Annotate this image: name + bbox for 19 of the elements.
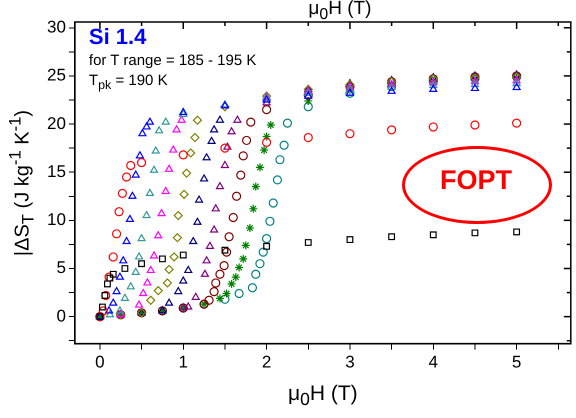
x-tick-label: 1 [178, 352, 188, 372]
x-tick-label: 4 [428, 352, 438, 372]
y-tick-label: 20 [46, 114, 66, 133]
y-tick-label: 15 [46, 162, 66, 181]
x-tick-label: 3 [345, 352, 355, 372]
y-tick-label: 0 [56, 306, 66, 326]
y-tick-label: 25 [46, 66, 66, 85]
y-tick-label: 5 [56, 258, 66, 278]
x2-axis-title: μ$_{0}$H (T) [308, 0, 372, 24]
x-tick-label: 0 [95, 352, 105, 372]
annotation: Si 1.4 [88, 24, 146, 50]
y-tick-label: 30 [46, 17, 66, 36]
annotation: for T range = 185 - 195 K [88, 52, 256, 69]
annotation: FOPT [440, 165, 512, 196]
x-axis-title: μ$_{0}$H (T) [288, 382, 358, 410]
y-tick-label: 10 [46, 210, 66, 230]
x-tick-label: 5 [512, 352, 522, 372]
annotation: T$_{pk}$ = 190 K [88, 72, 168, 92]
x-tick-label: 2 [262, 352, 272, 372]
